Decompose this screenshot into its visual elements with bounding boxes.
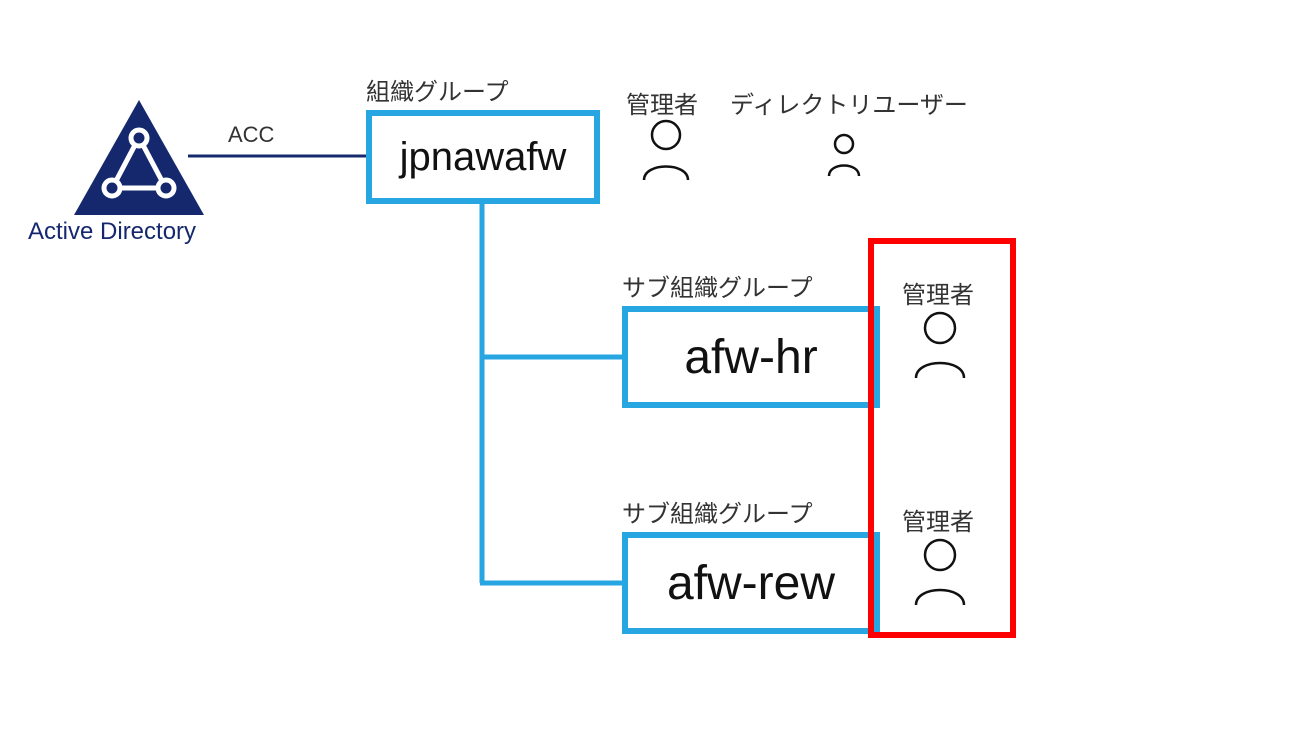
diagram-canvas: Active Directory ACC 組織グループ jpnawafw サブ組…: [0, 0, 1298, 730]
sub1-node-value: afw-hr: [684, 330, 817, 385]
sub2-node-value: afw-rew: [667, 556, 835, 611]
sub2-node-title: サブ組織グループ: [622, 494, 813, 529]
sub2-node: afw-rew: [622, 532, 880, 634]
role-diruser-label: ディレクトリユーザー: [730, 85, 968, 120]
person-icon: [824, 132, 864, 183]
root-node: jpnawafw: [366, 110, 600, 204]
person-icon: [638, 118, 694, 187]
root-node-value: jpnawafw: [400, 135, 567, 180]
role-admin1-label: 管理者: [626, 85, 698, 120]
sub1-node: afw-hr: [622, 306, 880, 408]
highlight-admins-box: [868, 238, 1016, 638]
sub1-node-title: サブ組織グループ: [622, 268, 813, 303]
root-node-title: 組織グループ: [366, 72, 509, 107]
